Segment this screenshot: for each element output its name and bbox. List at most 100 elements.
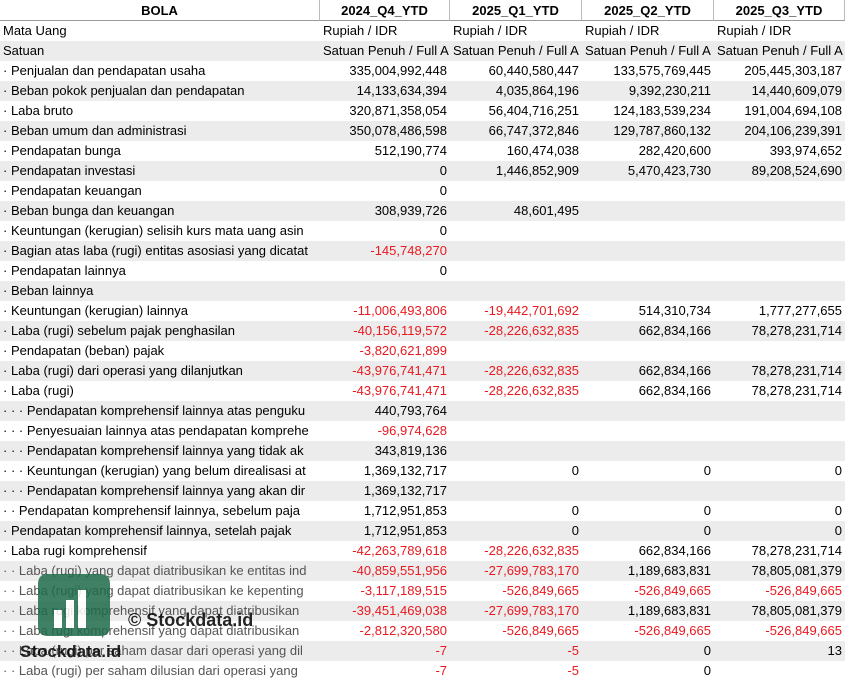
cell: -2,812,320,580 xyxy=(359,623,447,638)
cell: 14,440,609,079 xyxy=(751,83,842,98)
cell: -43,976,741,471 xyxy=(352,383,447,398)
cell: Rupiah / IDR xyxy=(585,23,660,38)
cell: 1,446,852,909 xyxy=(495,163,579,178)
row-label: · Keuntungan (kerugian) selisih kurs mat… xyxy=(3,223,304,238)
cell: 1,712,951,853 xyxy=(363,523,447,538)
cell: 282,420,600 xyxy=(638,143,711,158)
cell: 0 xyxy=(703,643,711,658)
cell: -3,117,189,515 xyxy=(360,583,448,598)
column-header: 2025_Q3_YTD xyxy=(714,0,845,21)
cell: 1,189,683,831 xyxy=(627,563,711,578)
cell: 56,404,716,251 xyxy=(488,103,579,118)
cell: -40,859,551,956 xyxy=(352,563,447,578)
cell: -43,976,741,471 xyxy=(352,363,447,378)
row-label: · Laba (rugi) xyxy=(3,383,74,398)
row-background xyxy=(0,521,845,541)
row-label: · · · Penyesuaian lainnya atas pendapata… xyxy=(3,423,309,438)
row-label: · · · Pendapatan komprehensif lainnya ya… xyxy=(3,483,306,498)
column-header: 2024_Q4_YTD xyxy=(320,0,450,21)
cell: 133,575,769,445 xyxy=(613,63,711,78)
cell: -526,849,665 xyxy=(765,623,842,638)
row-label: · Pendapatan lainnya xyxy=(3,263,126,278)
row-label: · · · Pendapatan komprehensif lainnya ya… xyxy=(3,443,304,458)
cell: 514,310,734 xyxy=(638,303,711,318)
cell: 124,183,539,234 xyxy=(613,103,711,118)
cell: 320,871,358,054 xyxy=(349,103,447,118)
cell: 308,939,726 xyxy=(374,203,447,218)
cell: 662,834,166 xyxy=(638,543,711,558)
cell: 48,601,495 xyxy=(513,203,579,218)
cell: 393,974,652 xyxy=(769,143,842,158)
row-label: · Beban bunga dan keuangan xyxy=(3,203,175,218)
cell: 512,190,774 xyxy=(374,143,447,158)
row-label: Mata Uang xyxy=(3,23,67,38)
watermark: Stockdata.id © Stockdata.id xyxy=(20,570,310,670)
row-label: · Laba (rugi) sebelum pajak penghasilan xyxy=(3,323,235,338)
cell: -3,820,621,899 xyxy=(359,343,447,358)
cell: 205,445,303,187 xyxy=(744,63,842,78)
cell: 440,793,764 xyxy=(374,403,447,418)
row-background xyxy=(0,161,845,181)
cell: -28,226,632,835 xyxy=(484,543,579,558)
cell: 1,369,132,717 xyxy=(363,463,447,478)
row-background xyxy=(0,201,845,221)
cell: 78,278,231,714 xyxy=(751,383,842,398)
cell: 0 xyxy=(834,523,842,538)
cell: 1,712,951,853 xyxy=(363,503,447,518)
row-label: · · Laba (rugi) per saham dasar dari ope… xyxy=(3,643,303,658)
cell: 13 xyxy=(827,643,842,658)
logo-text: Stockdata.id xyxy=(20,642,122,661)
cell: 78,278,231,714 xyxy=(751,363,842,378)
row-label: · Laba rugi komprehensif xyxy=(3,543,147,558)
cell: -7 xyxy=(435,643,447,658)
row-background xyxy=(0,241,845,261)
cell: -27,699,783,170 xyxy=(484,603,579,618)
cell: 5,470,423,730 xyxy=(627,163,711,178)
cell: -5 xyxy=(567,663,579,678)
row-label: · Pendapatan bunga xyxy=(3,143,121,158)
row-label: · Beban umum dan administrasi xyxy=(3,123,187,138)
cell: 662,834,166 xyxy=(638,323,711,338)
row-background xyxy=(0,561,845,581)
cell: -39,451,469,038 xyxy=(352,603,447,618)
row-background xyxy=(0,361,845,381)
row-label: · Pendapatan komprehensif lainnya, setel… xyxy=(3,523,292,538)
cell: 0 xyxy=(439,223,447,238)
cell: 0 xyxy=(439,263,447,278)
cell: -28,226,632,835 xyxy=(484,363,579,378)
row-background xyxy=(0,601,845,621)
row-label: · Keuntungan (kerugian) lainnya xyxy=(3,303,189,318)
cell: -526,849,665 xyxy=(634,583,711,598)
cell: 0 xyxy=(834,463,842,478)
cell: 0 xyxy=(703,463,711,478)
cell: 89,208,524,690 xyxy=(751,163,842,178)
row-label: · Pendapatan (beban) pajak xyxy=(3,343,165,358)
cell: Rupiah / IDR xyxy=(717,23,792,38)
cell: -40,156,119,572 xyxy=(353,323,447,338)
cell: -5 xyxy=(567,643,579,658)
cell: Rupiah / IDR xyxy=(323,23,398,38)
row-background xyxy=(0,401,845,421)
row-label: · · Pendapatan komprehensif lainnya, seb… xyxy=(3,503,301,518)
cell: 204,106,239,391 xyxy=(744,123,842,138)
row-label: · Pendapatan investasi xyxy=(3,163,136,178)
cell: 9,392,230,211 xyxy=(628,83,711,98)
logo-icon xyxy=(38,574,110,636)
row-background xyxy=(0,41,845,61)
cell: 14,133,634,394 xyxy=(356,83,447,98)
row-label: · · · Keuntungan (kerugian) yang belum d… xyxy=(3,463,306,478)
column-header: 2025_Q1_YTD xyxy=(450,0,582,21)
cell: 78,278,231,714 xyxy=(751,543,842,558)
cell: 0 xyxy=(571,463,579,478)
cell: -145,748,270 xyxy=(370,243,447,258)
cell: 60,440,580,447 xyxy=(488,63,579,78)
cell: -11,006,493,806 xyxy=(353,303,447,318)
cell: 191,004,694,108 xyxy=(744,103,842,118)
row-background xyxy=(0,81,845,101)
cell: 662,834,166 xyxy=(638,363,711,378)
row-label: · · · Pendapatan komprehensif lainnya at… xyxy=(3,403,306,418)
cell: -526,849,665 xyxy=(634,623,711,638)
cell: 1,369,132,717 xyxy=(363,483,447,498)
watermark-text: © Stockdata.id xyxy=(128,610,254,630)
